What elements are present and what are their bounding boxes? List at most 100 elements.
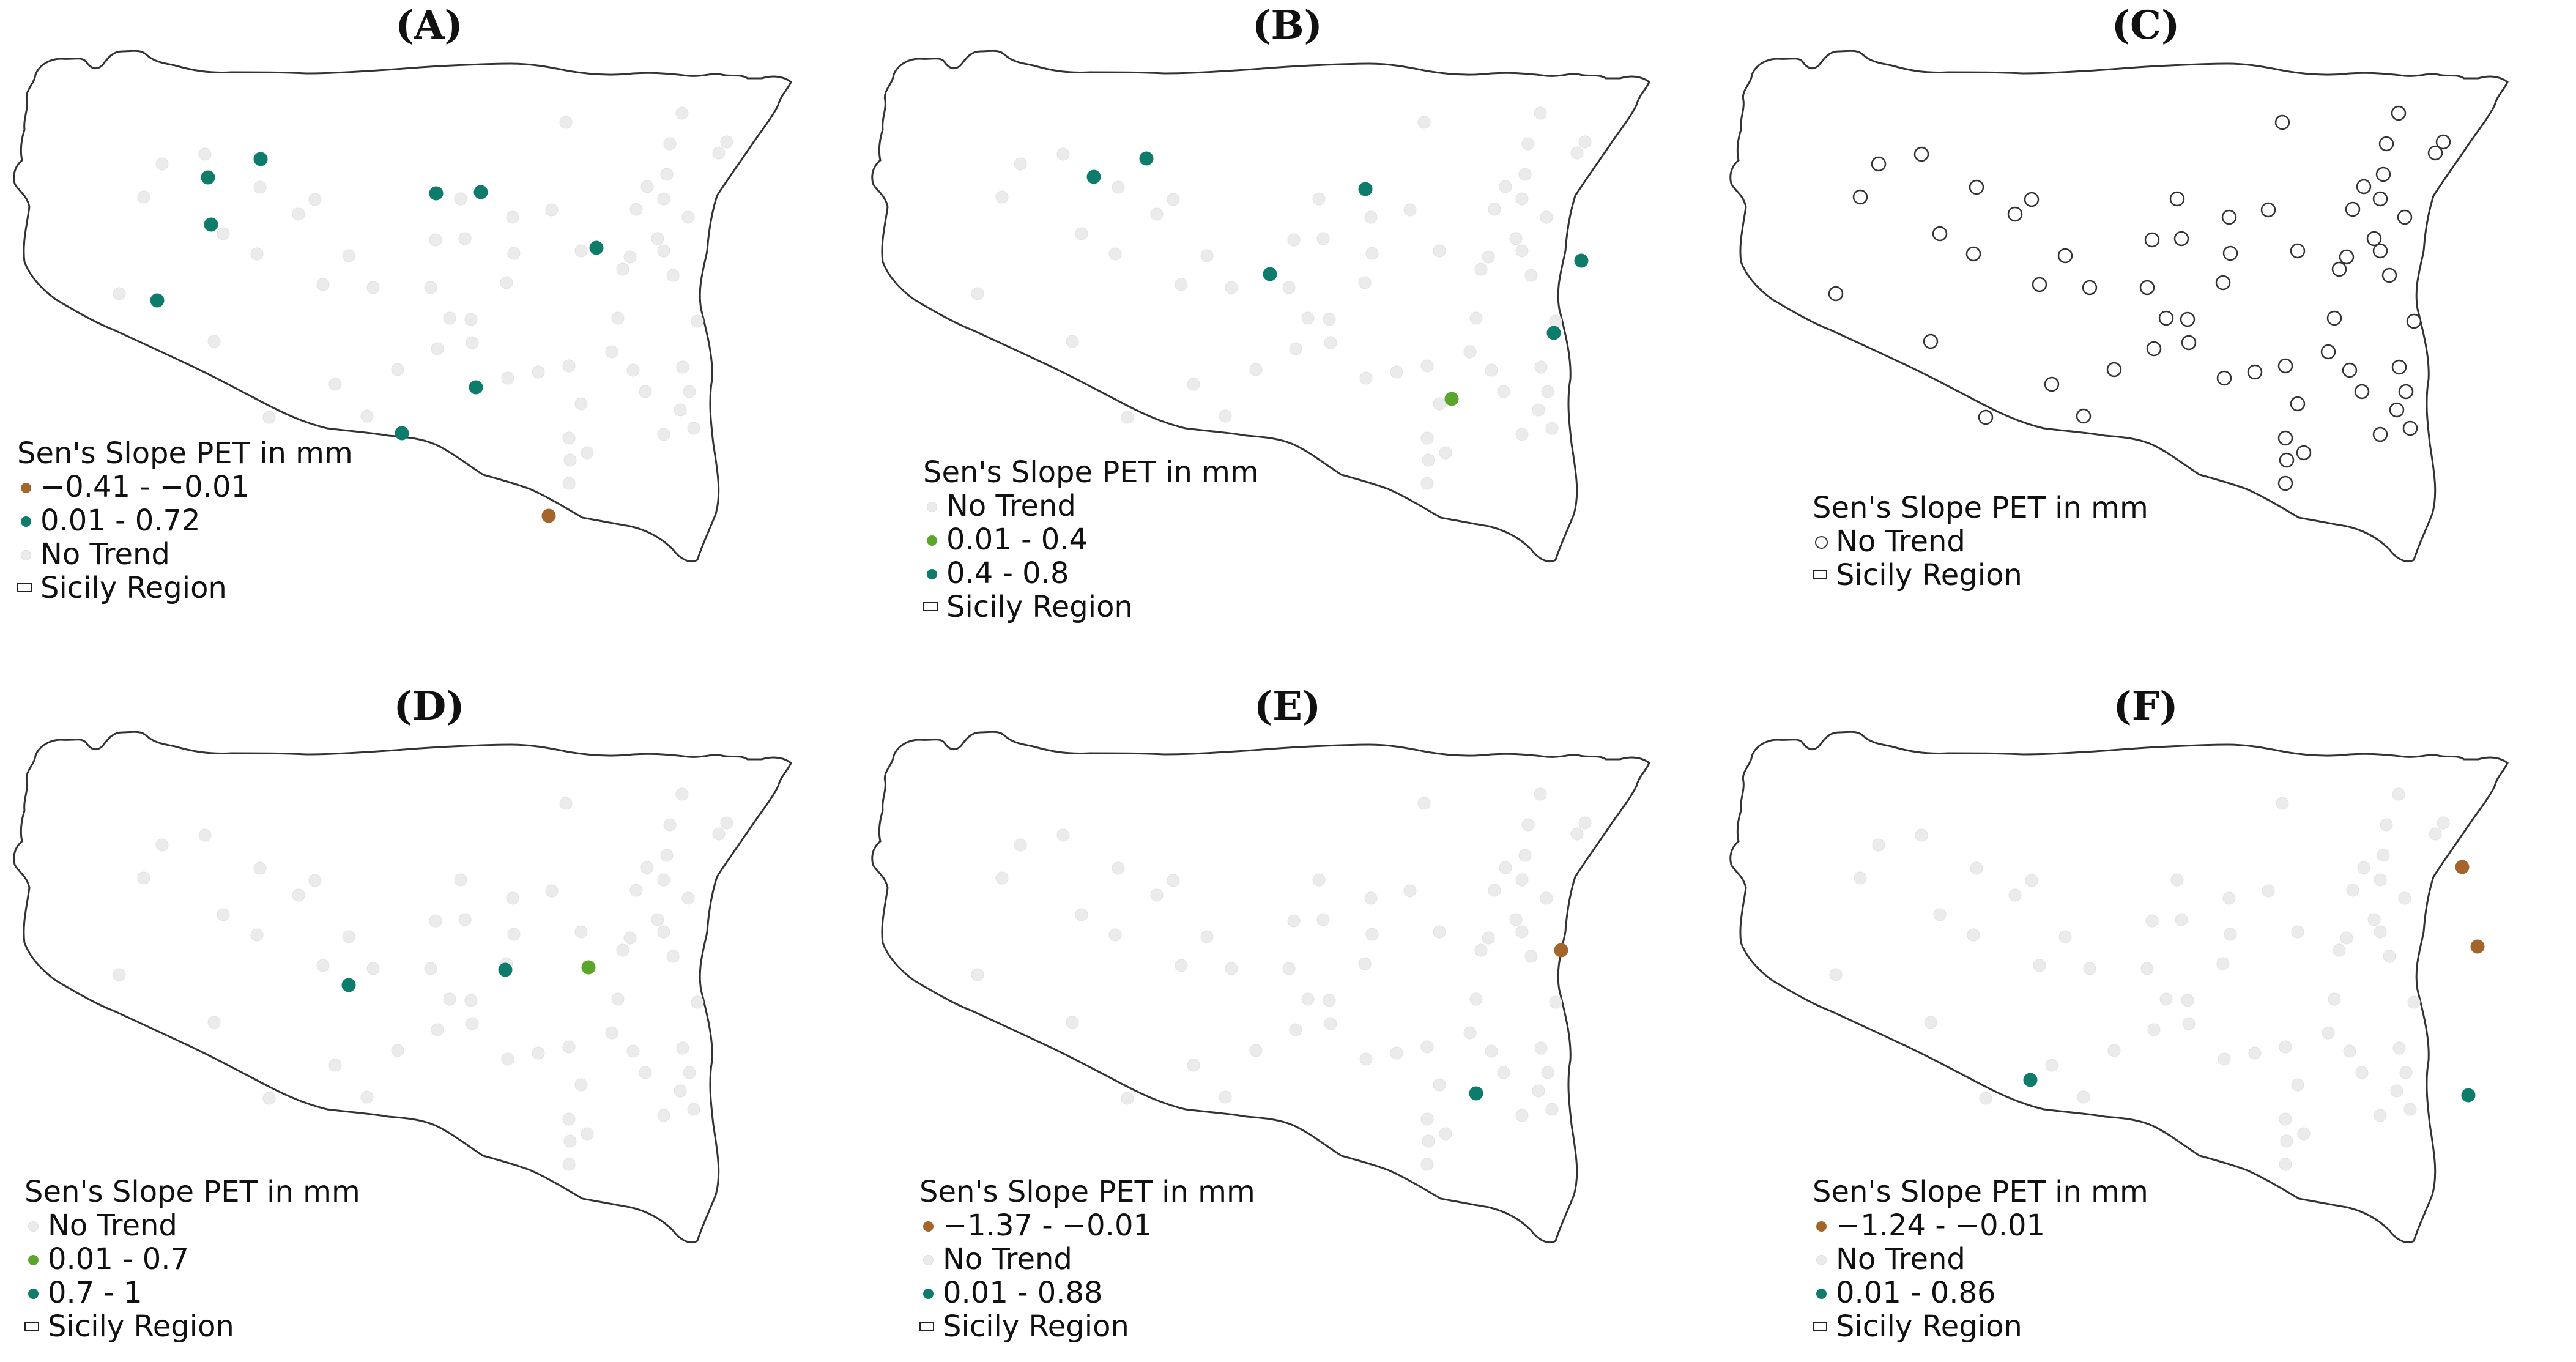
legend-item-label: 0.01 - 0.72	[40, 504, 201, 538]
station-no-trend	[1570, 146, 1584, 160]
station-no-trend	[1390, 1046, 1403, 1060]
station-no-trend	[366, 281, 380, 294]
station-no-trend	[253, 180, 267, 194]
station-no-trend	[1924, 1016, 1937, 1029]
station-no-trend	[431, 342, 444, 355]
station-no-trend	[2342, 362, 2358, 378]
point-swatch-icon	[1813, 1219, 1836, 1234]
station-no-trend	[660, 849, 674, 862]
station-increase-light	[1444, 392, 1459, 406]
point-swatch-icon	[24, 1219, 48, 1234]
station-no-trend	[2390, 1084, 2403, 1098]
station-no-trend	[2389, 402, 2405, 418]
station-no-trend	[2326, 310, 2342, 326]
station-no-trend	[639, 385, 652, 398]
station-no-trend	[666, 269, 680, 282]
station-no-trend	[657, 873, 670, 887]
station-increase-dark	[395, 426, 409, 441]
station-no-trend	[1515, 1109, 1529, 1122]
station-no-trend	[2180, 311, 2196, 327]
map-f	[1729, 731, 2509, 1244]
station-no-trend	[1488, 884, 1501, 897]
station-no-trend	[458, 913, 472, 926]
station-no-trend	[1358, 276, 1372, 289]
station-no-trend	[1549, 314, 1562, 328]
region-swatch-icon	[17, 581, 40, 596]
station-no-trend	[2398, 384, 2414, 400]
station-no-trend	[1570, 827, 1584, 841]
station-no-trend	[2378, 136, 2394, 152]
station-no-trend	[2322, 1026, 2335, 1040]
station-no-trend	[1541, 1066, 1554, 1079]
station-no-trend	[2343, 1044, 2356, 1058]
station-no-trend	[2247, 364, 2263, 380]
panel-label: (C)	[2111, 2, 2180, 48]
legend-item-label: No Trend	[946, 489, 1076, 523]
station-increase-dark	[1469, 1086, 1483, 1101]
station-no-trend	[2044, 376, 2060, 392]
map-legend: Sen's Slope PET in mm No Trend Sicily Reg…	[1813, 491, 2148, 592]
station-no-trend	[1225, 962, 1238, 975]
station-no-trend	[2215, 275, 2231, 291]
station-increase-dark	[1546, 326, 1561, 340]
station-no-trend	[1969, 179, 1984, 195]
region-swatch-icon	[919, 1320, 943, 1334]
station-no-trend	[2222, 891, 2236, 905]
station-no-trend	[1497, 1066, 1510, 1079]
station-no-trend	[2291, 925, 2304, 939]
map-c	[1729, 50, 2509, 563]
station-no-trend	[113, 287, 126, 300]
station-no-trend	[2355, 1066, 2369, 1079]
station-no-trend	[2320, 344, 2336, 360]
station-no-trend	[562, 1040, 576, 1054]
station-decrease	[2470, 939, 2485, 954]
station-no-trend	[507, 928, 521, 941]
station-no-trend	[995, 190, 1009, 204]
station-no-trend	[559, 797, 573, 810]
legend-item: 0.01 - 0.7	[24, 1243, 360, 1276]
station-no-trend	[1175, 278, 1188, 291]
station-no-trend	[2279, 1040, 2292, 1054]
station-no-trend	[1515, 925, 1529, 939]
station-no-trend	[2381, 267, 2397, 283]
station-no-trend	[429, 233, 442, 247]
station-no-trend	[2380, 818, 2393, 832]
station-no-trend	[155, 157, 169, 171]
point-swatch-icon	[17, 514, 40, 529]
station-no-trend	[2333, 943, 2346, 957]
panel-label: (F)	[2113, 683, 2178, 729]
station-no-trend	[2158, 310, 2174, 326]
map-legend: Sen's Slope PET in mm −1.37 - −0.01 No Tr…	[919, 1175, 1255, 1344]
station-increase-dark	[2461, 1088, 2476, 1103]
station-no-trend	[466, 1017, 479, 1030]
station-no-trend	[500, 276, 513, 289]
station-no-trend	[2397, 209, 2413, 225]
point-swatch-icon	[923, 499, 946, 514]
station-no-trend	[683, 385, 696, 398]
station-no-trend	[1056, 828, 1070, 842]
station-no-trend	[611, 311, 625, 325]
station-no-trend	[1979, 1092, 1992, 1105]
station-no-trend	[2262, 884, 2275, 898]
point-swatch-icon	[1813, 1286, 1836, 1301]
station-no-trend	[1403, 203, 1417, 217]
legend-item-label: Sicily Region	[48, 1309, 234, 1344]
station-no-trend	[342, 249, 355, 262]
station-no-trend	[1200, 249, 1214, 262]
station-no-trend	[1187, 378, 1200, 391]
station-no-trend	[2435, 134, 2451, 150]
station-no-trend	[1358, 957, 1372, 970]
station-no-trend	[675, 106, 689, 120]
panel-c: (C) Sen's Slope PET in mm No Trend Sicily…	[1717, 0, 2575, 681]
point-swatch-icon	[1813, 1252, 1836, 1267]
station-increase-dark	[469, 380, 483, 395]
station-no-trend	[1390, 365, 1403, 379]
station-increase-dark	[204, 217, 218, 232]
station-no-trend	[2340, 931, 2353, 945]
station-no-trend	[691, 995, 704, 1009]
station-no-trend	[995, 871, 1009, 885]
station-no-trend	[2182, 1017, 2196, 1030]
station-increase-dark	[150, 293, 165, 308]
station-no-trend	[2033, 959, 2046, 972]
station-no-trend	[676, 360, 689, 374]
